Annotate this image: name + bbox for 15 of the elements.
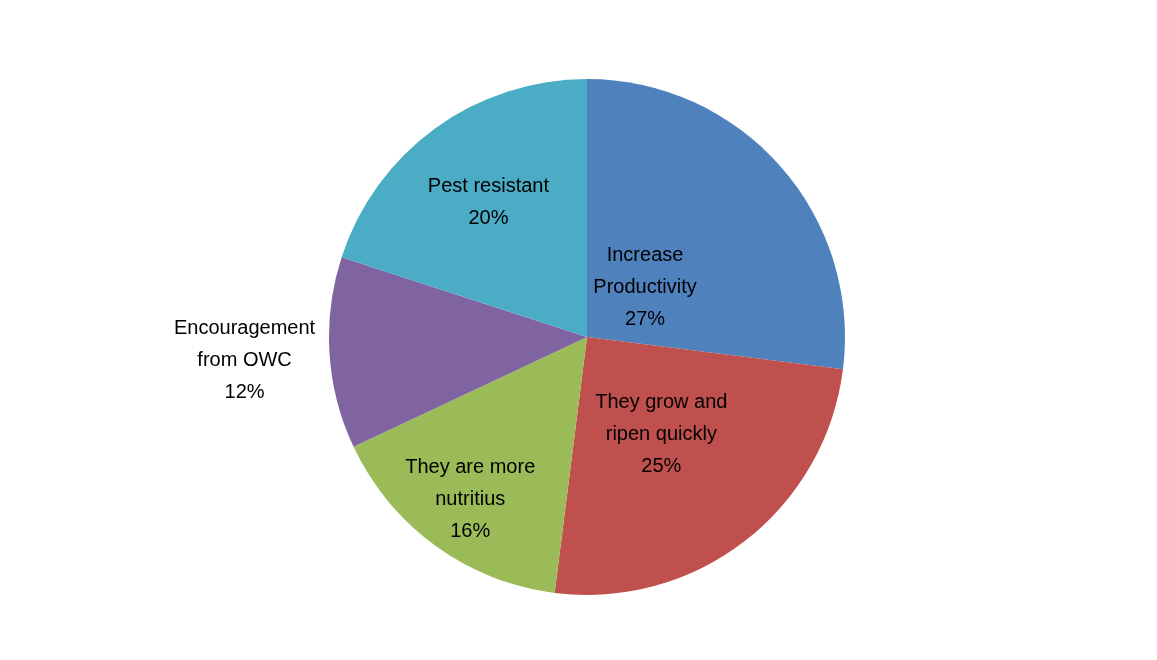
- slice-label: Pest resistant: [427, 174, 550, 197]
- data-label: 16%: [450, 518, 491, 541]
- pie-slice: [554, 337, 843, 595]
- data-label: 12%: [224, 379, 265, 402]
- slice-label: They are more nutritius: [405, 454, 536, 509]
- pie-slice: [329, 257, 587, 447]
- slice-label: They grow and ripen quickly: [595, 389, 728, 444]
- data-label: 25%: [641, 453, 682, 476]
- data-label: 27%: [625, 306, 666, 329]
- slice-label: Encouragement from OWC: [173, 315, 316, 370]
- pie-slice: [341, 79, 587, 337]
- pie-slice: [587, 79, 845, 370]
- data-label: 20%: [468, 206, 509, 229]
- slice-label: Increase Productivity: [593, 242, 697, 297]
- pie-slice: [353, 337, 587, 593]
